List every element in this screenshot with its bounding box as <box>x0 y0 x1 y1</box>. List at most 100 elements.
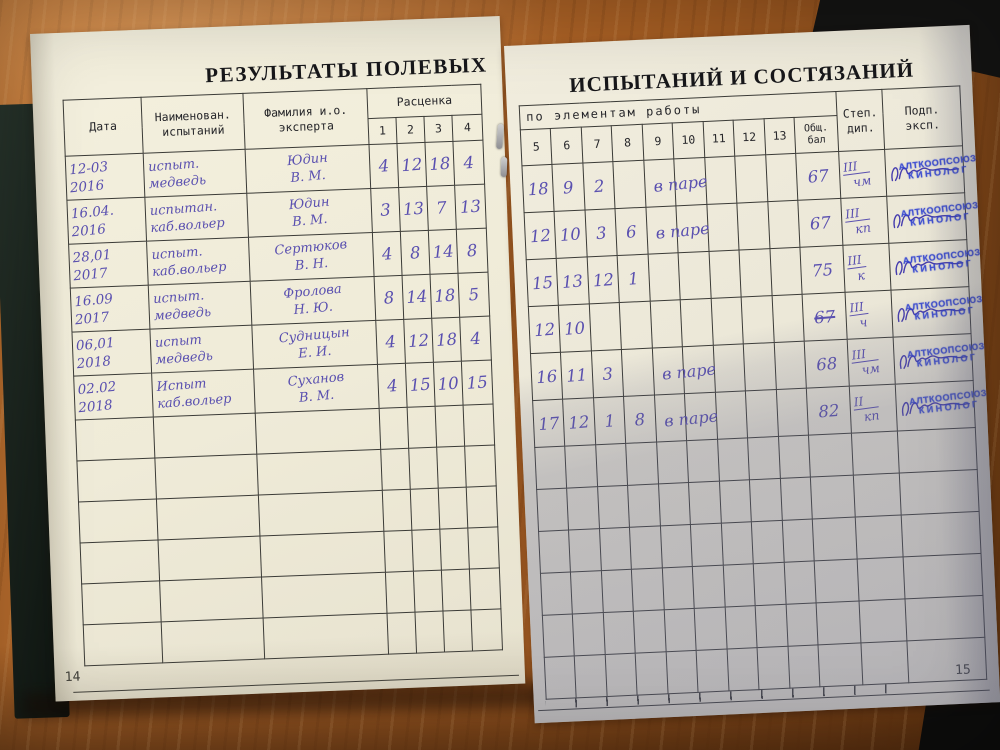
col-header-8: 8 <box>611 124 644 162</box>
element-score <box>591 326 620 328</box>
score-value: 8 <box>466 240 479 261</box>
table-row: 18 9 2 в паре 67 III чм АЛТКООПСОЮЗ КИНОЛО… <box>521 145 977 213</box>
expert-signature <box>900 354 968 370</box>
right-page: ИСПЫТАНИЙ И СОСТЯЗАНИЙ по элементам рабо… <box>504 24 1000 724</box>
total-score: 75 <box>811 259 834 281</box>
col-header-12: 12 <box>733 118 766 157</box>
score-value: 18 <box>435 329 458 350</box>
score-value: 18 <box>433 285 457 307</box>
signature-cell: АЛТКООПСОЮЗ КИНОЛОГ <box>895 380 987 432</box>
score-value: 7 <box>435 197 448 218</box>
table-row: 17 12 1 8 в паре 82 II кп АЛТКООПСОЮЗ КИНО… <box>532 380 987 448</box>
col-header-degree: Степ. дип. <box>835 89 885 152</box>
score-value: 8 <box>382 288 395 308</box>
col-header-score-2: 2 <box>395 116 425 144</box>
col-header-5: 5 <box>520 128 553 166</box>
score-value: 10 <box>437 373 460 394</box>
element-score: 12 <box>568 411 591 433</box>
expert-signature <box>902 401 971 417</box>
left-page: РЕЗУЛЬТАТЫ ПОЛЕВЫХ Дата Наименован. испы… <box>30 15 526 702</box>
element-score: 17 <box>537 413 561 434</box>
element-score: 12 <box>533 319 556 340</box>
score-value: 5 <box>467 284 480 305</box>
col-header-test-name: Наименован. испытаний <box>141 93 246 154</box>
col-header-total: Общ. бал <box>793 115 839 154</box>
element-score: 6 <box>625 221 638 242</box>
element-score: 8 <box>634 409 647 430</box>
total-score: 82 <box>817 400 841 421</box>
score-value: 13 <box>402 198 425 220</box>
total-score: 67 <box>809 212 832 234</box>
score-value: 18 <box>428 153 451 175</box>
signature-cell: АЛТКООПСОЮЗ КИНОЛОГ <box>886 192 979 244</box>
table-row: 12 10 67 III ч АЛТКООПСОЮЗ КИНОЛОГ <box>528 286 983 354</box>
col-header-7: 7 <box>581 125 614 164</box>
score-value: 4 <box>386 375 399 396</box>
element-score: 9 <box>562 177 575 198</box>
score-value: 4 <box>384 332 397 352</box>
diploma-degree: III к <box>845 251 867 283</box>
score-value: 4 <box>462 152 475 173</box>
score-value: 4 <box>377 156 390 176</box>
diploma-degree: II кп <box>852 391 881 424</box>
element-score: 13 <box>561 270 585 292</box>
expert-signature <box>897 307 966 323</box>
element-score: 11 <box>565 364 589 386</box>
element-score: 1 <box>603 410 616 431</box>
element-score: 12 <box>592 269 615 291</box>
score-value: 8 <box>409 243 422 263</box>
element-score: 16 <box>535 366 558 387</box>
total-score: 68 <box>815 353 838 374</box>
diploma-degree: III чм <box>849 344 881 377</box>
field-results-table-right: по элементам работы Степ. дип. Подп. экс… <box>519 85 987 700</box>
col-header-expert: Фамилия и.о. эксперта <box>242 88 369 150</box>
col-header-6: 6 <box>550 127 583 165</box>
col-header-9: 9 <box>641 122 674 161</box>
page-number: 15 <box>954 662 972 679</box>
score-value: 15 <box>409 374 432 396</box>
table-row: 12 10 3 6 в паре 67 III кп АЛТКООПСОЮЗ КИН… <box>524 192 979 260</box>
score-value: 4 <box>469 328 482 349</box>
expert-signature <box>891 167 960 182</box>
score-value: 12 <box>400 154 423 176</box>
table-row: 16 11 3 в паре 68 III чм АЛТКООПСОЮЗ КИНОЛ… <box>530 333 985 401</box>
element-score: 10 <box>559 223 582 245</box>
score-value: 14 <box>431 241 455 263</box>
table-row: 15 13 12 1 75 III к АЛТКООПСОЮЗ КИНОЛОГ <box>526 239 981 307</box>
col-header-score-4: 4 <box>451 114 483 142</box>
total-score: 67 <box>806 165 830 187</box>
diploma-degree: III кп <box>843 204 872 236</box>
signature-cell: АЛТКООПСОЮЗ КИНОЛОГ <box>889 239 981 291</box>
col-header-date: Дата <box>63 97 144 157</box>
expert-signature <box>893 214 962 229</box>
score-value: 4 <box>381 244 394 264</box>
element-score <box>621 324 650 326</box>
element-score <box>615 183 644 185</box>
col-header-signature: Подп. эксп. <box>882 85 963 150</box>
spine-staple <box>500 156 508 178</box>
col-header-score-1: 1 <box>367 117 397 145</box>
col-header-11: 11 <box>702 120 735 158</box>
diploma-degree: III ч <box>847 298 869 330</box>
element-score: 15 <box>531 272 554 293</box>
score-value: 15 <box>466 372 489 393</box>
score-value: 13 <box>459 196 482 217</box>
element-score: 3 <box>601 363 614 384</box>
element-score: 2 <box>593 175 606 196</box>
element-score: 3 <box>595 222 608 243</box>
element-score: 18 <box>526 178 550 199</box>
total-score: 67 <box>813 306 836 328</box>
signature-cell: АЛТКООПСОЮЗ КИНОЛОГ <box>891 286 983 338</box>
element-score: 10 <box>563 317 587 339</box>
score-value: 12 <box>407 330 430 352</box>
col-header-10: 10 <box>672 121 705 159</box>
diploma-degree: III чм <box>841 156 873 190</box>
element-score: 1 <box>627 268 640 289</box>
signature-cell: АЛТКООПСОЮЗ КИНОЛОГ <box>884 145 977 197</box>
score-value: 3 <box>379 200 392 220</box>
page-number: 14 <box>64 669 81 686</box>
col-header-score-3: 3 <box>423 115 453 143</box>
col-header-score-group: Расценка <box>366 84 482 119</box>
field-results-table-left: Дата Наименован. испытаний Фамилия и.о. … <box>63 84 503 667</box>
